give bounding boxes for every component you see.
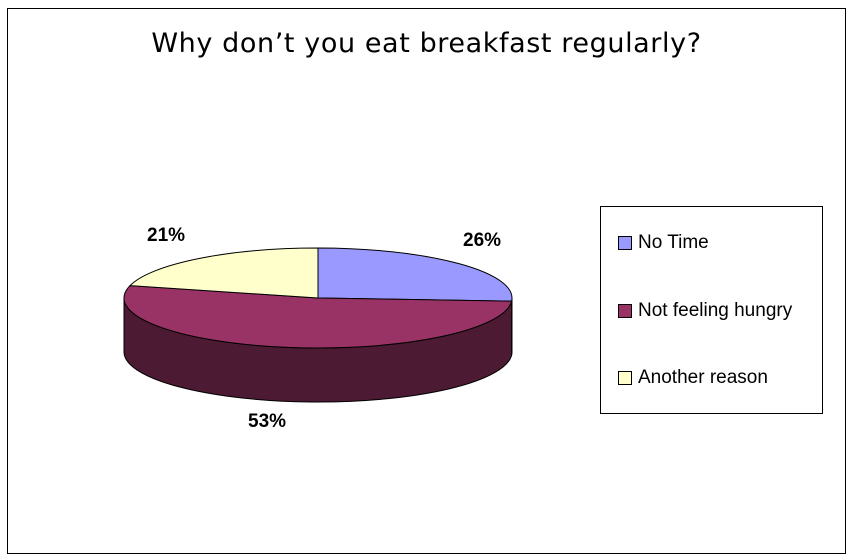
legend-item-another-reason: Another reason [618, 367, 768, 389]
legend-item-no-time: No Time [618, 232, 709, 254]
legend-item-not-feeling-hungry: Not feeling hungry [618, 300, 792, 322]
legend-label: Not feeling hungry [638, 300, 793, 321]
legend-label: No Time [638, 232, 709, 253]
data-label-another-reason: 21% [147, 225, 186, 246]
legend-label: Another reason [638, 367, 768, 388]
data-label-no-time: 26% [463, 230, 502, 251]
legend: No Time Not feeling hungry Another reaso… [600, 206, 823, 414]
data-label-not-feeling-hungry: 53% [248, 411, 287, 432]
pie-slice-another-reason [128, 247, 319, 299]
pie-slice-no-time [317, 247, 513, 302]
legend-swatch [618, 236, 632, 250]
chart-title: Why don’t you eat breakfast regularly? [151, 28, 702, 59]
legend-swatch [618, 304, 632, 318]
legend-swatch [618, 371, 632, 385]
pie-slice-not-feeling-hungry [123, 285, 513, 349]
